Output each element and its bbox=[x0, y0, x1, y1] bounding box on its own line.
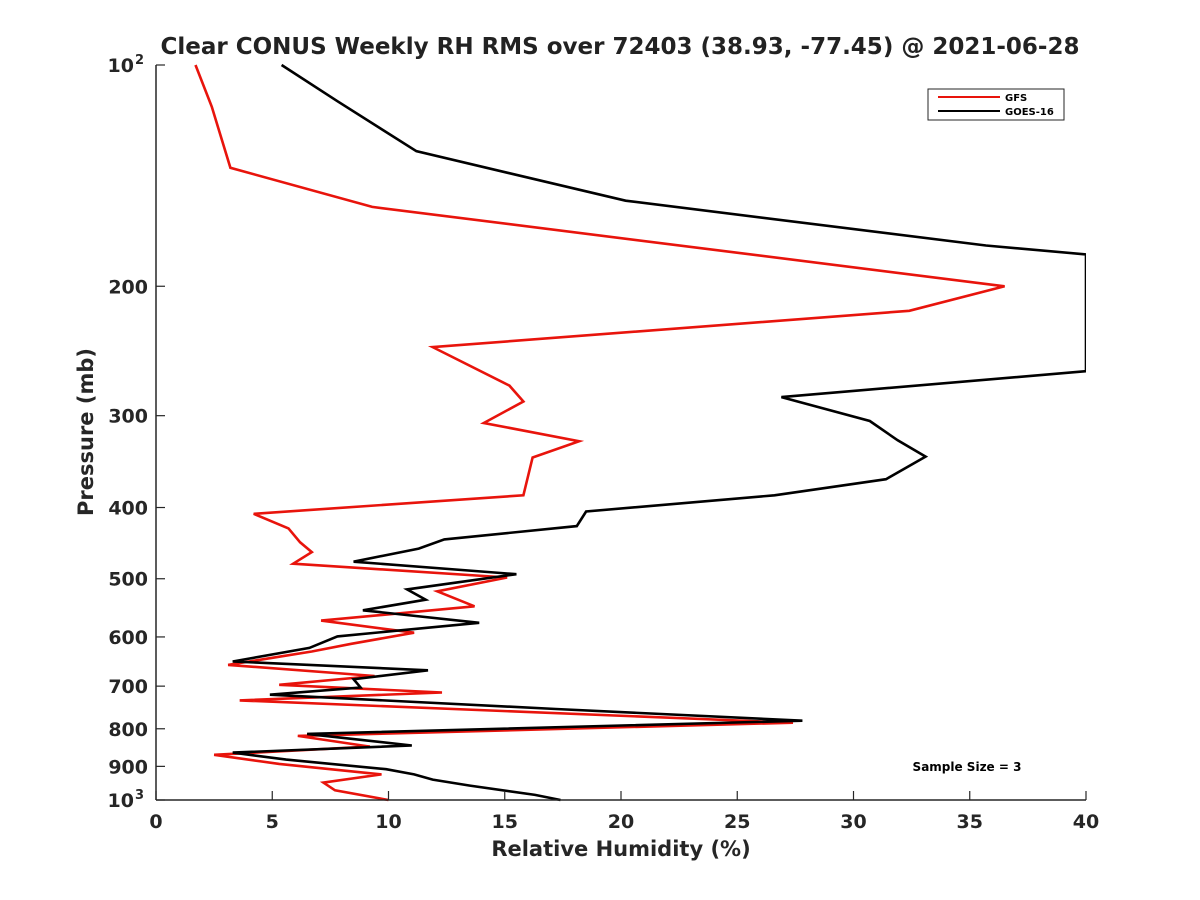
y-axis-label: Pressure (mb) bbox=[74, 348, 98, 516]
chart-title: Clear CONUS Weekly RH RMS over 72403 (38… bbox=[161, 34, 1080, 60]
y-tick-exponent: 3 bbox=[135, 788, 144, 803]
y-tick-label: 200 bbox=[108, 276, 148, 298]
y-tick-label: 900 bbox=[108, 756, 148, 778]
x-tick-label: 25 bbox=[724, 811, 750, 833]
series-line-gfs bbox=[194, 64, 1005, 802]
series-line-goes-16 bbox=[232, 63, 1086, 802]
x-tick-label: 30 bbox=[840, 811, 866, 833]
title-layer: Clear CONUS Weekly RH RMS over 72403 (38… bbox=[161, 34, 1080, 60]
y-tick-label: 800 bbox=[108, 719, 148, 741]
y-tick-exponent: 2 bbox=[135, 53, 144, 68]
legend-box bbox=[927, 88, 1065, 121]
y-tick-label: 10 bbox=[108, 55, 134, 77]
legend-label-goes-16: GOES-16 bbox=[1005, 107, 1054, 118]
x-tick-label: 35 bbox=[957, 811, 983, 833]
x-axis-label: Relative Humidity (%) bbox=[491, 837, 750, 861]
x-tick-label: 5 bbox=[266, 811, 279, 833]
y-tick-label: 500 bbox=[108, 569, 148, 591]
y-tick-label: 400 bbox=[108, 498, 148, 520]
axes-layer bbox=[155, 65, 1086, 801]
x-tick-label: 15 bbox=[492, 811, 518, 833]
y-tick-label: 10 bbox=[108, 790, 134, 812]
x-tick-label: 10 bbox=[375, 811, 401, 833]
y-tick-label: 600 bbox=[108, 627, 148, 649]
legend-label-gfs: GFS bbox=[1005, 93, 1027, 104]
y-tick-label: 700 bbox=[108, 676, 148, 698]
series-layer bbox=[194, 63, 1086, 802]
legend: GFS GOES-16 bbox=[927, 88, 1065, 121]
x-tick-label: 20 bbox=[608, 811, 634, 833]
sample-size-annotation: Sample Size = 3 bbox=[913, 760, 1022, 774]
x-tick-label: 40 bbox=[1073, 811, 1099, 833]
x-tick-label: 0 bbox=[149, 811, 162, 833]
y-tick-label: 300 bbox=[108, 406, 148, 428]
